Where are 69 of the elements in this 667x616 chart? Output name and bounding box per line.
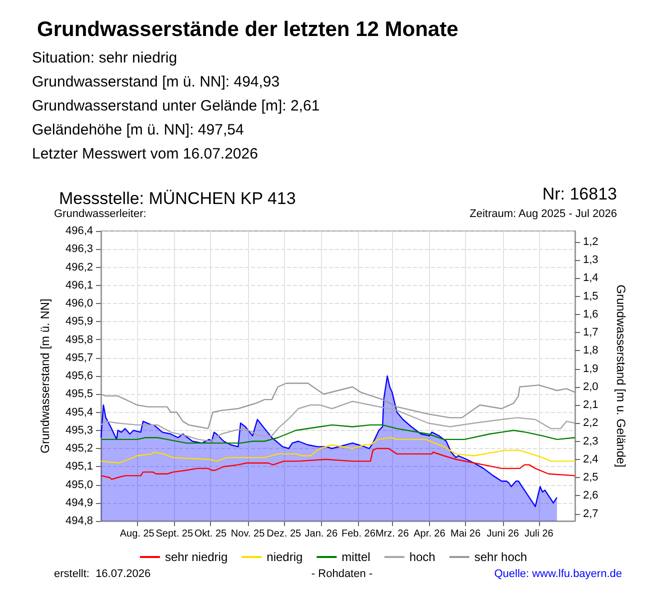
chart-title: Grundwasserstände der letzten 12 Monate xyxy=(37,18,458,41)
text: Nr: 16813 xyxy=(542,184,617,204)
y-tick-label: 495,5 xyxy=(65,388,93,400)
y2-tick-label: 2,3 xyxy=(583,435,598,448)
x-tick-label: Mrz. 26 xyxy=(375,528,410,540)
y-axis-title: Grundwasserstand [m ü. NN] xyxy=(38,298,52,454)
legend-label: niedrig xyxy=(266,550,303,564)
y2-tick-label: 1,8 xyxy=(583,344,598,357)
text: Grundwasserstand unter Gelände [m]: 2,61 xyxy=(32,98,320,114)
y-tick-label: 495,0 xyxy=(65,478,93,491)
text: erstellt: 16.07.2026 xyxy=(54,568,151,580)
y2-tick-label: 2,2 xyxy=(583,417,598,430)
text: - Rohdaten - xyxy=(311,568,373,580)
y2-tick-label: 1,7 xyxy=(583,326,598,338)
y2-tick-label: 2,6 xyxy=(583,490,598,502)
text: Grundwasserleiter: xyxy=(54,208,146,220)
line-series xyxy=(100,424,576,444)
y-tick-label: 495,6 xyxy=(65,370,93,382)
y2-tick-label: 2,5 xyxy=(583,472,598,484)
x-tick-label: Okt. 25 xyxy=(194,528,228,540)
text: Zeitraum: Aug 2025 - Jul 2026 xyxy=(470,208,617,220)
text: Letzter Messwert vom 16.07.2026 xyxy=(32,146,258,162)
chart-subtitle: Messstelle: MÜNCHEN KP 413 xyxy=(59,189,296,208)
y2-tick-label: 1,6 xyxy=(583,308,598,320)
line-series xyxy=(100,437,576,464)
y-tick-label: 495,7 xyxy=(65,352,93,364)
line-series xyxy=(100,400,576,442)
y2-tick-label: 2,4 xyxy=(583,453,598,466)
y2-tick-label: 1,5 xyxy=(583,290,598,302)
y2-tick-label: 1,3 xyxy=(583,254,598,266)
y2-tick-label: 1,4 xyxy=(583,272,598,284)
legend-label: sehr niedrig xyxy=(164,550,228,564)
x-tick-label: Juli 26 xyxy=(524,528,554,540)
y-tick-label: 496,2 xyxy=(65,261,93,274)
text: Situation: sehr niedrig xyxy=(32,50,178,66)
x-tick-label: Juni 26 xyxy=(486,528,520,540)
y-tick-label: 494,8 xyxy=(65,515,93,527)
y2-tick-label: 1,9 xyxy=(583,362,598,375)
y-tick-label: 495,1 xyxy=(65,460,93,473)
y-tick-label: 495,9 xyxy=(65,316,93,328)
x-tick-label: Mai 26 xyxy=(450,528,481,540)
x-tick-label: Sept. 25 xyxy=(156,528,194,540)
y2-tick-label: 2,0 xyxy=(583,380,598,393)
y-tick-label: 495,2 xyxy=(65,442,93,454)
x-tick-label: Jan. 26 xyxy=(304,528,338,540)
line-series xyxy=(100,448,576,480)
text: Geländehöhe [m ü. NN]: 497,54 xyxy=(32,122,244,138)
y-tick-label: 495,3 xyxy=(65,424,93,436)
y-tick-label: 496,3 xyxy=(65,243,93,256)
y-tick-label: 496,0 xyxy=(65,298,93,310)
y2-tick-label: 2,1 xyxy=(583,399,598,411)
y-tick-label: 496,1 xyxy=(65,279,93,292)
y2-tick-label: 1,2 xyxy=(583,236,598,248)
y-tick-label: 494,9 xyxy=(65,496,93,509)
y-tick-label: 495,4 xyxy=(65,406,93,418)
x-tick-label: Nov. 25 xyxy=(230,528,266,540)
legend-label: mittel xyxy=(342,550,370,564)
y2-tick-label: 2,7 xyxy=(583,508,598,520)
x-tick-label: Aug. 25 xyxy=(120,528,155,540)
x-tick-label: Feb. 26 xyxy=(341,528,376,540)
x-tick-label: Apr. 26 xyxy=(414,528,446,540)
legend-label: hoch xyxy=(409,550,436,564)
legend-label: sehr hoch xyxy=(474,550,528,564)
y-tick-label: 495,8 xyxy=(65,334,93,346)
y2-axis-title: Grundwasserstand [m u. Gelände] xyxy=(614,284,628,468)
source-note: Quelle: www.lfu.bayern.de xyxy=(494,568,622,580)
x-tick-label: Dez. 25 xyxy=(266,528,302,540)
text: Grundwasserstand [m ü. NN]: 494,93 xyxy=(32,74,280,90)
y-tick-label: 496,4 xyxy=(65,225,93,237)
